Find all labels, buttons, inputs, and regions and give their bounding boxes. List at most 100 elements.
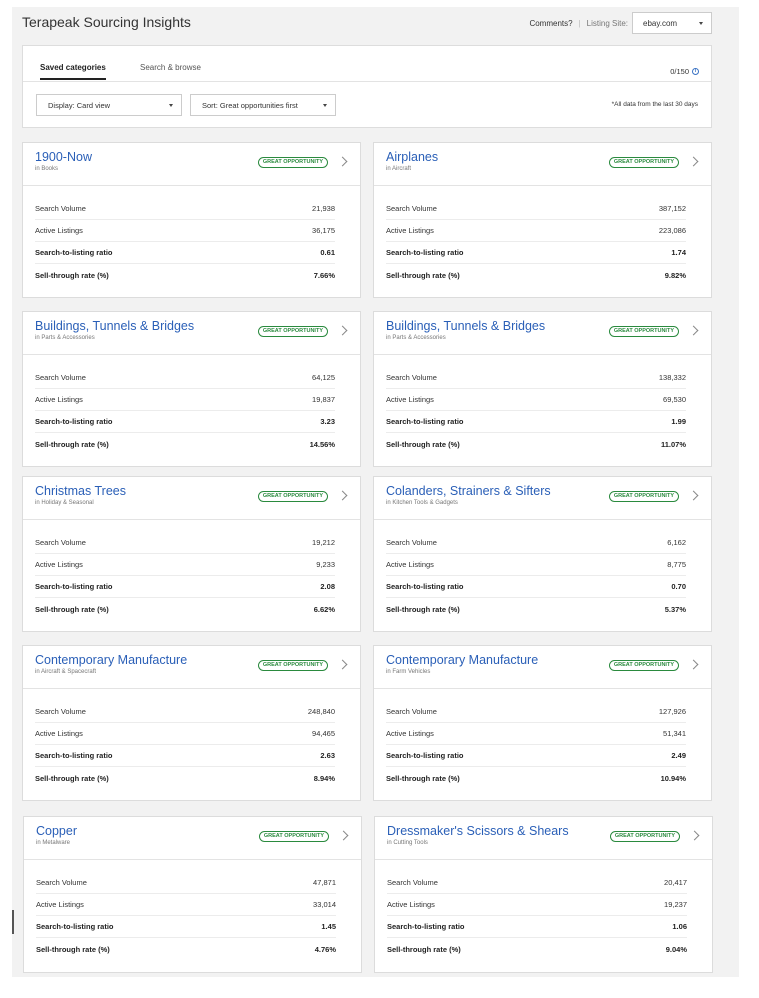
chevron-right-icon[interactable] (338, 830, 349, 841)
metric-row-search-volume: Search Volume 387,152 (386, 198, 686, 220)
card-header[interactable]: Airplanes in Aircraft GREAT OPPORTUNITY (374, 143, 711, 186)
card-header[interactable]: Buildings, Tunnels & Bridges in Parts & A… (374, 312, 711, 355)
chevron-right-icon[interactable] (689, 830, 700, 841)
metric-label: Active Listings (35, 560, 83, 569)
metric-value: 8.94% (313, 773, 335, 783)
card-header[interactable]: 1900-Now in Books GREAT OPPORTUNITY (23, 143, 360, 186)
chevron-right-icon[interactable] (688, 490, 699, 501)
card-header[interactable]: Dressmaker's Scissors & Shears in Cutting… (375, 817, 712, 860)
metric-row-search-volume: Search Volume 47,871 (36, 872, 336, 894)
opportunity-badge: GREAT OPPORTUNITY (608, 660, 679, 671)
header-separator: | (578, 18, 581, 28)
chevron-right-icon[interactable] (688, 659, 699, 670)
card-header[interactable]: Contemporary Manufacture in Farm Vehicles… (374, 646, 711, 689)
metric-label: Search Volume (35, 538, 86, 547)
card-header[interactable]: Buildings, Tunnels & Bridges in Parts & A… (23, 312, 360, 355)
chevron-right-icon[interactable] (337, 325, 348, 336)
card-title[interactable]: Airplanes (386, 150, 439, 164)
card-header[interactable]: Christmas Trees in Holiday & Seasonal GREA… (23, 477, 360, 520)
chevron-right-icon[interactable] (337, 490, 348, 501)
category-card-buildings-tunnels-bridges: Buildings, Tunnels & Bridges in Parts & A… (22, 311, 361, 467)
chevron-right-icon[interactable] (688, 325, 699, 336)
card-title[interactable]: Copper (36, 824, 77, 838)
card-title[interactable]: Dressmaker's Scissors & Shears (387, 824, 569, 838)
metric-row-active-listings: Active Listings 8,775 (386, 554, 686, 576)
card-header[interactable]: Colanders, Strainers & Sifters in Kitchen… (374, 477, 711, 520)
card-metrics: Search Volume 248,840 Active Listings 94,46… (35, 701, 335, 789)
metric-row-sell-through-rate: Sell-through rate (%) 9.82% (386, 264, 686, 286)
opportunity-badge: GREAT OPPORTUNITY (257, 157, 328, 168)
metric-row-active-listings: Active Listings 94,465 (35, 723, 335, 745)
metric-row-sell-through-rate: Sell-through rate (%) 4.76% (36, 938, 336, 960)
metric-value: 36,175 (312, 226, 335, 235)
metric-value: 9.04% (665, 944, 687, 954)
metric-row-search-to-listing-ratio: Search-to-listing ratio 1.99 (386, 411, 686, 433)
opportunity-badge: GREAT OPPORTUNITY (257, 326, 328, 337)
metric-row-sell-through-rate: Sell-through rate (%) 7.66% (35, 264, 335, 286)
opportunity-badge: GREAT OPPORTUNITY (608, 491, 679, 502)
card-parent-category: in Kitchen Tools & Gadgets (386, 500, 458, 506)
card-parent-category: in Parts & Accessories (386, 335, 446, 341)
page-title: Terapeak Sourcing Insights (22, 14, 191, 30)
card-title[interactable]: Contemporary Manufacture (386, 653, 539, 667)
metric-row-sell-through-rate: Sell-through rate (%) 14.56% (35, 433, 335, 455)
data-range-note: *All data from the last 30 days (611, 101, 698, 108)
card-metrics: Search Volume 19,212 Active Listings 9,233 S… (35, 532, 335, 620)
chevron-right-icon[interactable] (688, 156, 699, 167)
metric-value: 8,775 (667, 560, 686, 569)
metric-value: 1.74 (671, 248, 686, 257)
display-dropdown[interactable]: Display: Card view (36, 94, 182, 116)
metric-value: 69,530 (663, 395, 686, 404)
metric-row-active-listings: Active Listings 69,530 (386, 389, 686, 411)
info-icon[interactable]: i (692, 68, 699, 75)
comments-link[interactable]: Comments? (529, 18, 573, 28)
metric-value: 94,465 (312, 729, 335, 738)
category-card-dressmaker-s-scissors-shears: Dressmaker's Scissors & Shears in Cutting… (374, 816, 713, 973)
metric-row-sell-through-rate: Sell-through rate (%) 10.94% (386, 767, 686, 789)
card-title[interactable]: Christmas Trees (35, 484, 126, 498)
card-title[interactable]: Buildings, Tunnels & Bridges (35, 319, 195, 333)
card-parent-category: in Cutting Tools (387, 840, 428, 846)
sort-dropdown[interactable]: Sort: Great opportunities first (190, 94, 336, 116)
card-title[interactable]: Buildings, Tunnels & Bridges (386, 319, 546, 333)
card-title[interactable]: 1900-Now (35, 150, 92, 164)
metric-row-search-to-listing-ratio: Search-to-listing ratio 2.63 (35, 745, 335, 767)
card-title[interactable]: Colanders, Strainers & Sifters (386, 484, 551, 498)
listing-site-value: ebay.com (643, 18, 678, 28)
metric-row-active-listings: Active Listings 51,341 (386, 723, 686, 745)
listing-site-select[interactable]: ebay.com (632, 12, 712, 34)
metric-row-search-volume: Search Volume 6,162 (386, 532, 686, 554)
metric-value: 2.49 (671, 751, 686, 760)
metric-row-search-volume: Search Volume 64,125 (35, 367, 335, 389)
metric-value: 127,926 (658, 707, 686, 716)
card-metrics: Search Volume 138,332 Active Listings 69,53… (386, 367, 686, 455)
metric-value: 19,212 (312, 538, 335, 547)
card-title[interactable]: Contemporary Manufacture (35, 653, 188, 667)
metric-row-sell-through-rate: Sell-through rate (%) 9.04% (387, 938, 687, 960)
tab-search-browse[interactable]: Search & browse (140, 63, 201, 72)
metric-label: Active Listings (35, 729, 83, 738)
metric-label: Active Listings (35, 226, 83, 235)
metric-label: Search-to-listing ratio (387, 922, 465, 931)
metric-label: Sell-through rate (%) (35, 439, 109, 449)
metric-row-active-listings: Active Listings 19,237 (387, 894, 687, 916)
card-metrics: Search Volume 387,152 Active Listings 223,0… (386, 198, 686, 286)
metric-value: 3.23 (320, 417, 335, 426)
category-card-airplanes: Airplanes in Aircraft GREAT OPPORTUNITY Sea… (373, 142, 712, 298)
metric-label: Search Volume (386, 204, 437, 213)
metric-value: 2.08 (320, 582, 335, 591)
metric-value: 138,332 (658, 373, 686, 382)
saved-counter: 0/150 i (670, 67, 699, 76)
chevron-right-icon[interactable] (337, 659, 348, 670)
tab-saved-categories[interactable]: Saved categories (40, 63, 106, 80)
metric-value: 20,417 (664, 878, 687, 887)
card-header[interactable]: Contemporary Manufacture in Aircraft & Sp… (23, 646, 360, 689)
card-header[interactable]: Copper in Metalware GREAT OPPORTUNITY (24, 817, 361, 860)
scroll-indicator[interactable] (12, 910, 14, 934)
metric-value: 1.45 (321, 922, 336, 931)
metric-label: Search Volume (35, 707, 86, 716)
metric-row-sell-through-rate: Sell-through rate (%) 6.62% (35, 598, 335, 620)
category-card-contemporary-manufacture: Contemporary Manufacture in Farm Vehicles… (373, 645, 712, 801)
card-metrics: Search Volume 6,162 Active Listings 8,775 Se… (386, 532, 686, 620)
chevron-right-icon[interactable] (337, 156, 348, 167)
